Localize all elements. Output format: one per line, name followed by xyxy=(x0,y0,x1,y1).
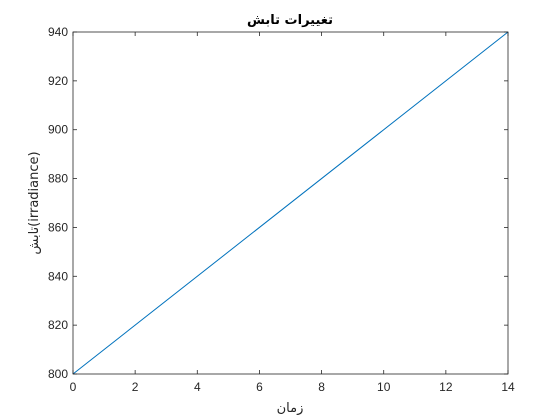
y-tick-label: 940 xyxy=(48,25,68,39)
y-tick-label: 840 xyxy=(48,269,68,283)
x-tick-label: 10 xyxy=(377,380,391,394)
y-tick-label: 860 xyxy=(48,220,68,234)
x-tick-label: 12 xyxy=(439,380,453,394)
y-axis-label: تابش(irradiance) xyxy=(27,151,42,254)
x-tick-label: 4 xyxy=(194,380,201,394)
x-axis-label: زمان xyxy=(277,401,304,416)
x-tick-label: 8 xyxy=(318,380,325,394)
x-tick-label: 6 xyxy=(256,380,263,394)
axes-box xyxy=(72,31,509,375)
chart-title: تغییرات تابش xyxy=(247,13,333,28)
series-line xyxy=(72,31,509,375)
ticks-layer: 0 2 4 6 8 10 12 14 800 820 840 860 880 900 920 940 xyxy=(48,25,515,394)
y-tick-label: 820 xyxy=(48,318,68,332)
x-tick-label: 14 xyxy=(501,380,515,394)
x-tick-label: 2 xyxy=(132,380,139,394)
y-tick-label: 900 xyxy=(48,123,68,137)
y-tick-label: 880 xyxy=(48,172,68,186)
y-tick-label: 920 xyxy=(48,74,68,88)
x-tick-label: 0 xyxy=(70,380,77,394)
series-layer xyxy=(72,31,509,375)
y-tick-label: 800 xyxy=(48,367,68,381)
